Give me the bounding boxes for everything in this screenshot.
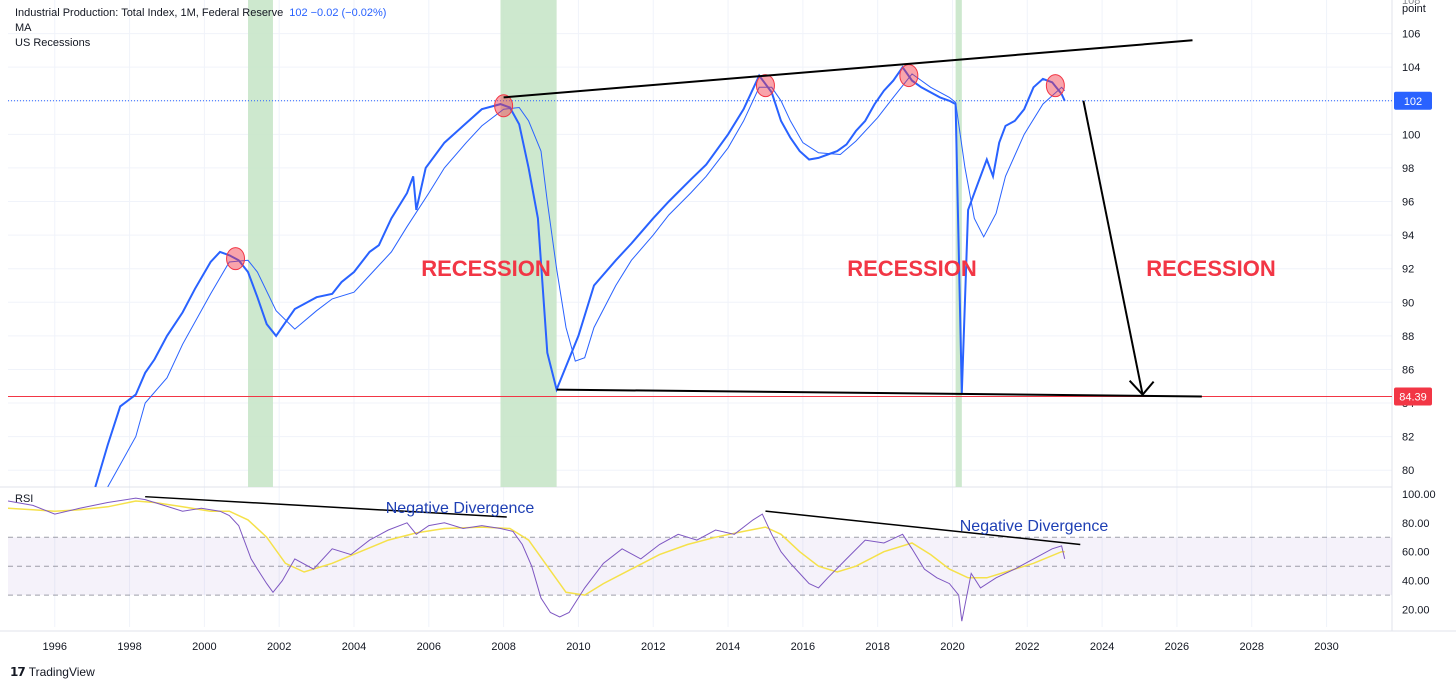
price-axis-unit: point [1402,3,1426,15]
y-tick-label: 96 [1402,197,1414,209]
peak-marker [1045,74,1065,98]
legend-series-value: 102 −0.02 (−0.02%) [289,7,387,19]
x-tick-label: 2026 [1165,641,1189,653]
y-tick-label: 88 [1402,331,1414,343]
trendline [503,39,1193,99]
recession-band [500,0,557,487]
x-tick-label: 2020 [940,641,964,653]
y-tick-label: 86 [1402,364,1414,376]
x-tick-label: 2022 [1015,641,1039,653]
x-tick-label: 2004 [342,641,366,653]
y-tick-label: 98 [1402,163,1414,175]
y-tick-label: 104 [1402,62,1420,74]
divergence-annotation: Negative Divergence [960,518,1109,535]
recession-bands [248,0,962,487]
y-tick-label: 90 [1402,297,1414,309]
peak-marker [226,247,246,271]
rsi-tick-label: 40.00 [1402,576,1430,588]
divergence-line [145,495,507,518]
legend-ma[interactable]: MA [15,22,32,34]
ma-line [107,73,1066,487]
tradingview-brand[interactable]: ⁠𝟭𝟳 TradingView [10,665,95,679]
peak-marker [494,94,514,118]
forecast-arrow [1082,100,1144,395]
x-tick-label: 1998 [117,641,141,653]
arrow-head [1128,379,1155,397]
y-tick-label: 106 [1402,29,1420,41]
y-tick-label: 82 [1402,432,1414,444]
x-tick-label: 2008 [491,641,515,653]
support-badge-bg [1394,387,1432,406]
grid [0,0,1456,632]
trendline [556,388,1202,398]
tradingview-logo-icon: ⁠𝟭𝟳 [10,665,26,679]
x-tick-label: 2028 [1239,641,1263,653]
recession-band [248,0,273,487]
y-tick-label: 80 [1402,465,1414,477]
peak-marker [755,74,775,98]
recession-annotation: RECESSION [847,256,977,281]
price-line [94,65,1066,487]
x-tick-label: 2000 [192,641,216,653]
rsi-tick-label: 60.00 [1402,547,1430,559]
x-tick-label: 2014 [716,641,740,653]
x-tick-label: 2002 [267,641,291,653]
x-tick-label: 2006 [417,641,441,653]
y-tick-label: 108 [1402,0,1420,7]
x-tick-label: 2024 [1090,641,1114,653]
legend-recessions[interactable]: US Recessions [15,37,91,49]
x-tick-label: 2016 [791,641,815,653]
x-tick-label: 1996 [43,641,67,653]
recession-annotation: RECESSION [421,256,551,281]
recession-annotation: RECESSION [1146,256,1276,281]
divergence-line [765,510,1081,546]
rsi-plot [8,497,1392,622]
legend-series-title: Industrial Production: Total Index, 1M, … [15,7,284,19]
x-tick-label: 2030 [1314,641,1338,653]
rsi-tick-label: 80.00 [1402,518,1430,530]
y-tick-label: 92 [1402,264,1414,276]
brand-label: TradingView [28,665,95,679]
divergence-annotation: Negative Divergence [386,500,535,517]
legend-series[interactable]: Industrial Production: Total Index, 1M, … [15,6,386,20]
x-tick-label: 2012 [641,641,665,653]
y-tick-label: 100 [1402,129,1420,141]
x-tick-label: 2010 [566,641,590,653]
last-value-badge-bg [1394,91,1432,110]
y-tick-label: 94 [1402,230,1414,242]
axes: 1996 1998 2000 2002 2004 2006 2008 2010 2012 2014… [15,0,1436,653]
peak-marker [899,64,919,88]
rsi-title: RSI [15,493,33,505]
rsi-ma-line [8,500,1065,596]
support-badge: 84.39 [1399,391,1427,403]
rsi-line [8,497,1066,622]
rsi-tick-label: 20.00 [1402,605,1430,617]
x-tick-label: 2018 [865,641,889,653]
rsi-tick-label: 100.00 [1402,489,1436,501]
drawings: RECESSION RECESSION RECESSION Negative Dive… [145,39,1276,546]
last-value-badge: 102 [1404,96,1422,108]
